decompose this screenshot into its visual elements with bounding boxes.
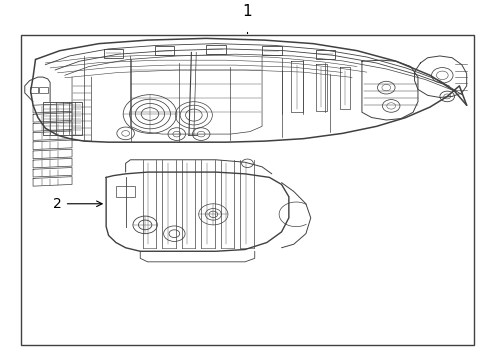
Bar <box>39 86 48 93</box>
Bar <box>116 186 135 197</box>
Bar <box>206 45 225 54</box>
Bar <box>316 50 335 59</box>
Bar <box>30 86 38 93</box>
Bar <box>104 49 123 58</box>
Bar <box>43 102 82 135</box>
Bar <box>155 46 174 55</box>
Text: 2: 2 <box>53 197 102 211</box>
Text: 1: 1 <box>243 4 252 19</box>
Bar <box>262 46 282 55</box>
Bar <box>21 35 474 345</box>
